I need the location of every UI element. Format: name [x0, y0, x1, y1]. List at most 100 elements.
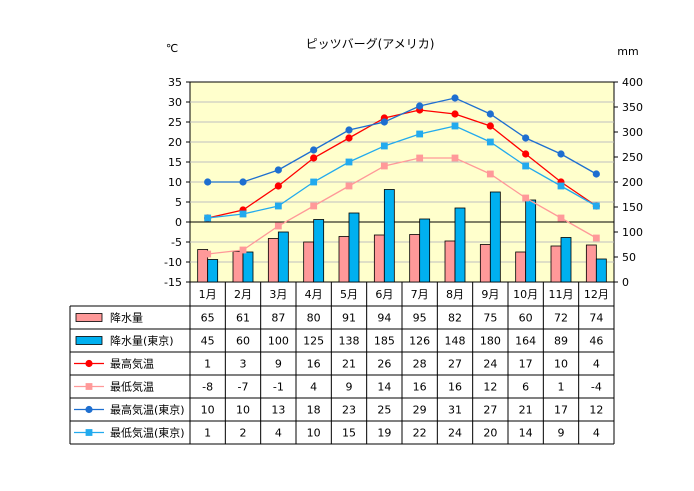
bar — [373, 234, 385, 283]
series-line — [207, 125, 597, 219]
table-value: 16 — [413, 381, 427, 394]
bar — [232, 251, 244, 283]
right-axis-unit: mm — [617, 45, 638, 58]
point — [345, 158, 353, 166]
table-value: 10 — [554, 358, 568, 371]
table-value: 1 — [204, 427, 211, 440]
table-value: 60 — [519, 312, 533, 325]
table-value: 91 — [342, 312, 356, 325]
table-value: 2 — [240, 427, 247, 440]
table-value: 4 — [310, 381, 317, 394]
table-value: 10 — [236, 404, 250, 417]
month-label: 3月 — [269, 288, 287, 301]
point — [592, 234, 600, 242]
bar — [550, 245, 562, 283]
table-value: 75 — [483, 312, 497, 325]
series-line — [207, 157, 597, 255]
month-label: 5月 — [340, 288, 358, 301]
right-tick-label: 200 — [622, 176, 643, 189]
table-value: 16 — [307, 358, 321, 371]
table-value: 17 — [554, 404, 568, 417]
right-tick-label: 250 — [622, 151, 643, 164]
left-tick-label: 25 — [168, 116, 182, 129]
point — [557, 182, 565, 190]
right-tick-label: 400 — [622, 76, 643, 89]
point — [522, 150, 530, 158]
table-value: 125 — [303, 335, 324, 348]
point — [274, 166, 282, 174]
right-tick-label: 300 — [622, 126, 643, 139]
point — [274, 182, 282, 190]
left-tick-label: -10 — [164, 256, 182, 269]
table-value: 14 — [377, 381, 391, 394]
bar — [515, 251, 527, 283]
table-value: 180 — [480, 335, 501, 348]
table-value: 4 — [275, 427, 282, 440]
month-label: 11月 — [549, 288, 574, 301]
table-value: 21 — [342, 358, 356, 371]
point — [486, 170, 494, 178]
table-value: 100 — [268, 335, 289, 348]
bar — [242, 251, 254, 283]
table-value: 138 — [339, 335, 360, 348]
legend-label: 最高気温(東京) — [110, 403, 185, 417]
left-tick-label: 15 — [168, 156, 182, 169]
table-value: 20 — [483, 427, 497, 440]
table-value: 82 — [448, 312, 462, 325]
left-tick-label: 35 — [168, 76, 182, 89]
left-tick-label: -5 — [171, 236, 182, 249]
month-label: 4月 — [305, 288, 323, 301]
point — [345, 134, 353, 142]
legend-swatch — [75, 336, 103, 345]
table-value: 45 — [201, 335, 215, 348]
right-tick-label: 100 — [622, 226, 643, 239]
table-value: 28 — [413, 358, 427, 371]
bar — [419, 218, 431, 283]
left-tick-label: 30 — [168, 96, 182, 109]
bar — [525, 199, 537, 283]
point — [239, 178, 247, 186]
point — [592, 170, 600, 178]
bar — [277, 231, 289, 283]
bar — [338, 236, 350, 283]
bar — [313, 219, 325, 283]
point — [451, 122, 459, 130]
table-value: 17 — [519, 358, 533, 371]
left-axis-unit: ℃ — [166, 42, 178, 55]
point — [204, 250, 212, 258]
table-value: 80 — [307, 312, 321, 325]
legend-label: 最低気温(東京) — [110, 426, 185, 440]
table-value: 25 — [377, 404, 391, 417]
point — [416, 130, 424, 138]
point — [592, 202, 600, 210]
table-value: 14 — [519, 427, 533, 440]
table-value: 60 — [236, 335, 250, 348]
point — [310, 202, 318, 210]
legend-label: 最高気温 — [110, 357, 154, 371]
month-label: 7月 — [411, 288, 429, 301]
point — [486, 122, 494, 130]
point — [557, 150, 565, 158]
left-tick-label: 5 — [175, 196, 182, 209]
bar — [585, 244, 597, 283]
point — [345, 182, 353, 190]
point — [380, 118, 388, 126]
legend-marker — [85, 429, 93, 436]
month-label: 8月 — [446, 288, 464, 301]
bar — [595, 258, 607, 283]
point — [451, 154, 459, 162]
point — [522, 134, 530, 142]
month-label: 1月 — [199, 288, 217, 301]
bar — [267, 238, 279, 283]
month-label: 12月 — [584, 288, 609, 301]
table-value: 24 — [483, 358, 497, 371]
table-value: 9 — [558, 427, 565, 440]
legend-marker — [85, 383, 93, 390]
point — [451, 94, 459, 102]
point — [380, 162, 388, 170]
table-value: 16 — [448, 381, 462, 394]
right-tick-label: 350 — [622, 101, 643, 114]
point — [522, 194, 530, 202]
series-line — [207, 97, 597, 183]
month-label: 9月 — [481, 288, 499, 301]
